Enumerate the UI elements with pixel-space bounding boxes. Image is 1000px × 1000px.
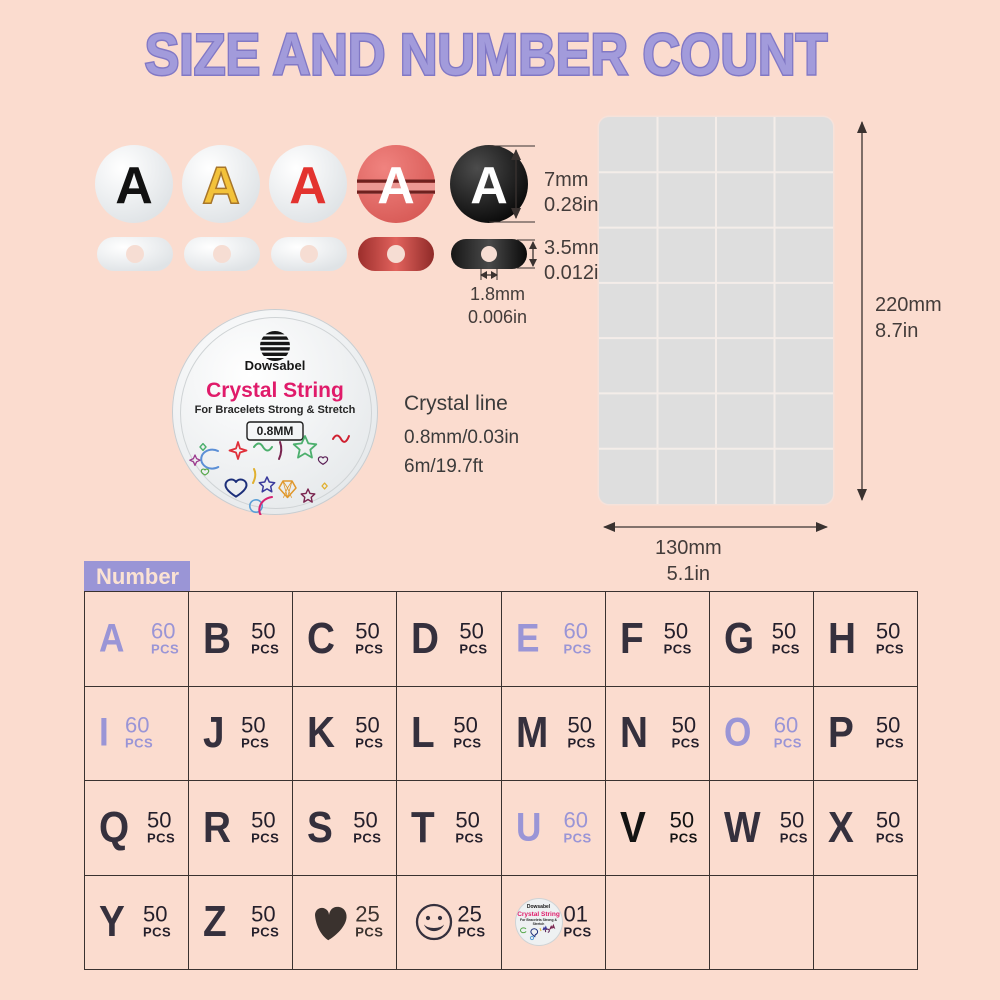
svg-text:Crystal String: Crystal String [206, 379, 344, 402]
svg-text:Dowsabel: Dowsabel [245, 358, 306, 373]
svg-text:A: A [289, 157, 327, 215]
svg-text:A: A [377, 157, 415, 215]
svg-text:For Bracelets Strong & Stretch: For Bracelets Strong & Stretch [195, 404, 356, 416]
svg-text:A: A [470, 157, 508, 215]
svg-text:0.8MM: 0.8MM [257, 424, 294, 438]
svg-text:A: A [202, 157, 240, 215]
svg-text:A: A [115, 157, 153, 215]
